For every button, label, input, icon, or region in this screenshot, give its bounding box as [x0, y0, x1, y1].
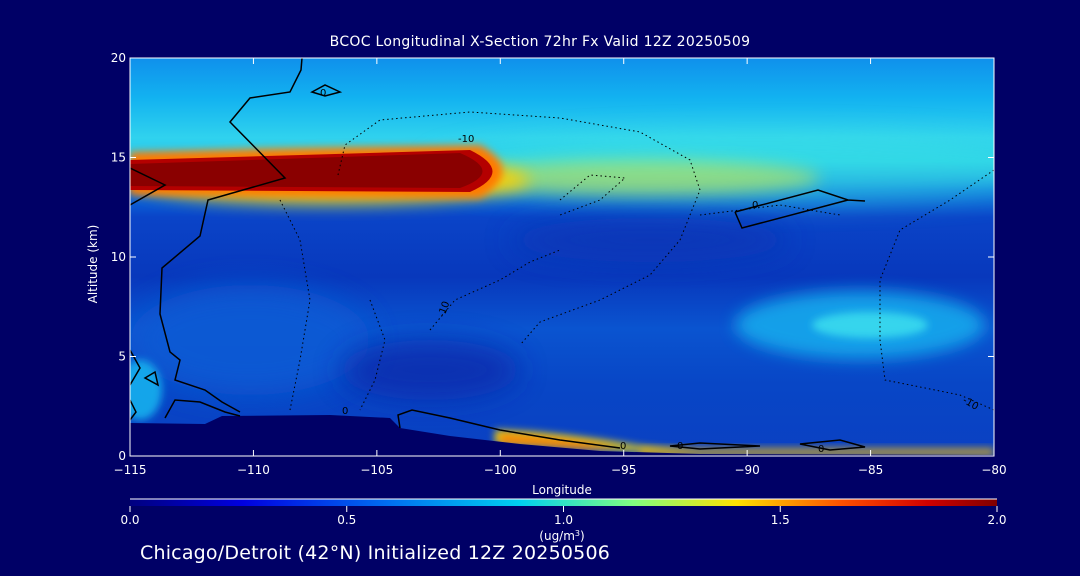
y-tick-label: 5 [118, 350, 126, 364]
y-tick-label: 0 [118, 449, 126, 463]
colorbar-tick-label: 1.0 [554, 513, 573, 527]
colorbar-tick-label: 0.0 [120, 513, 139, 527]
x-tick-label: −85 [858, 463, 883, 477]
y-tick-label: 20 [111, 51, 126, 65]
contour-lines [130, 58, 866, 451]
colorbar-tick-label: 0.5 [337, 513, 356, 527]
contour-labels: 0 -10 0 -10 0 0 0 0 -10 [320, 88, 980, 455]
svg-text:-10: -10 [436, 300, 452, 319]
x-axis-label: Longitude [532, 483, 592, 497]
colorbar [130, 499, 997, 506]
svg-text:-10: -10 [458, 134, 474, 145]
x-tick-label: −115 [114, 463, 147, 477]
svg-text:0: 0 [620, 441, 626, 452]
y-axis-label: Altitude (km) [86, 225, 100, 304]
concentration-field [130, 58, 994, 456]
svg-text:0: 0 [818, 444, 824, 455]
x-tick-label: −110 [237, 463, 270, 477]
y-tick-label: 15 [111, 151, 126, 165]
svg-text:0: 0 [677, 441, 683, 452]
x-axis-ticks: −115 −110 −105 −100 −95 −90 −85 −80 [114, 58, 1007, 477]
x-tick-label: −90 [734, 463, 759, 477]
svg-text:0: 0 [342, 406, 348, 417]
colorbar-units: (ug/m3) [539, 529, 584, 544]
colorbar-tick-label: 1.5 [771, 513, 790, 527]
x-tick-label: −105 [360, 463, 393, 477]
dotted-contours [279, 111, 994, 411]
colorbar-tick-label: 2.0 [987, 513, 1006, 527]
svg-text:0: 0 [752, 200, 758, 211]
chart-title: BCOC Longitudinal X-Section 72hr Fx Vali… [329, 34, 751, 50]
svg-text:0: 0 [320, 88, 326, 99]
y-axis-ticks: 0 5 10 15 20 [111, 51, 994, 463]
y-tick-label: 10 [111, 250, 126, 264]
x-tick-label: −95 [611, 463, 636, 477]
x-tick-label: −100 [484, 463, 517, 477]
colorbar-ticks: 0.0 0.5 1.0 1.5 2.0 [120, 506, 1007, 527]
footer-caption: Chicago/Detroit (42°N) Initialized 12Z 2… [140, 542, 611, 564]
x-tick-label: −80 [981, 463, 1006, 477]
